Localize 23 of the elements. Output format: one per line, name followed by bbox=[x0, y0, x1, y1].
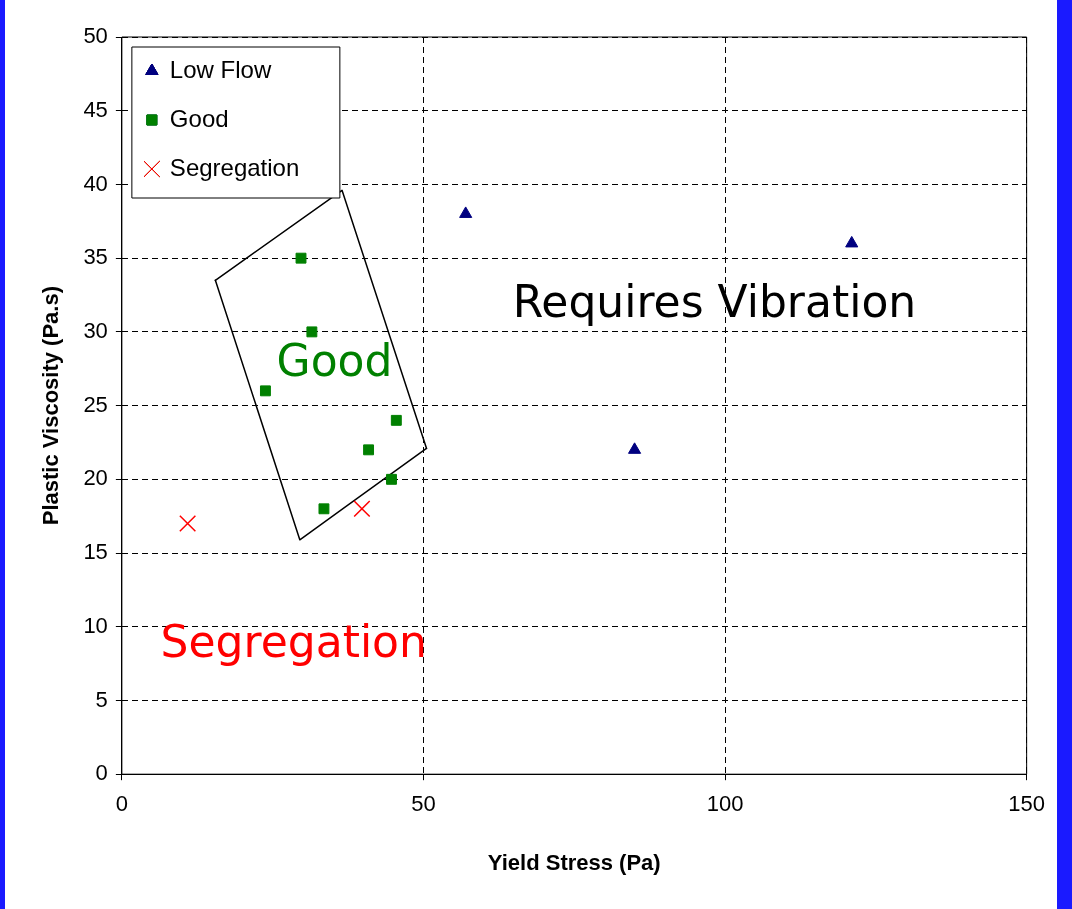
y-tick-label: 5 bbox=[95, 686, 108, 712]
y-tick-label: 35 bbox=[83, 244, 108, 270]
y-tick-label: 45 bbox=[83, 96, 108, 122]
y-tick-label: 0 bbox=[95, 760, 108, 786]
y-tick-label: 50 bbox=[83, 23, 108, 49]
x-tick-label: 150 bbox=[1008, 791, 1046, 817]
annotation: Good bbox=[275, 335, 394, 387]
y-tick-label: 10 bbox=[83, 612, 108, 638]
y-tick-label: 25 bbox=[83, 391, 108, 417]
x-tick-label: 0 bbox=[115, 791, 128, 817]
y-axis-title: Plastic Viscosity (Pa.s) bbox=[38, 285, 64, 526]
legend-label: Low Flow bbox=[169, 55, 272, 83]
y-tick-label: 40 bbox=[83, 170, 108, 196]
annotation: Requires Vibration bbox=[511, 276, 918, 328]
x-tick-label: 100 bbox=[706, 791, 744, 817]
annotation: Segregation bbox=[159, 615, 428, 667]
y-tick-label: 30 bbox=[83, 317, 108, 343]
legend-label: Segregation bbox=[169, 153, 300, 181]
y-tick-label: 15 bbox=[83, 539, 108, 565]
x-tick-label: 50 bbox=[411, 791, 436, 817]
legend-label: Good bbox=[169, 104, 229, 132]
x-axis-title: Yield Stress (Pa) bbox=[487, 849, 661, 875]
y-tick-label: 20 bbox=[83, 465, 108, 491]
